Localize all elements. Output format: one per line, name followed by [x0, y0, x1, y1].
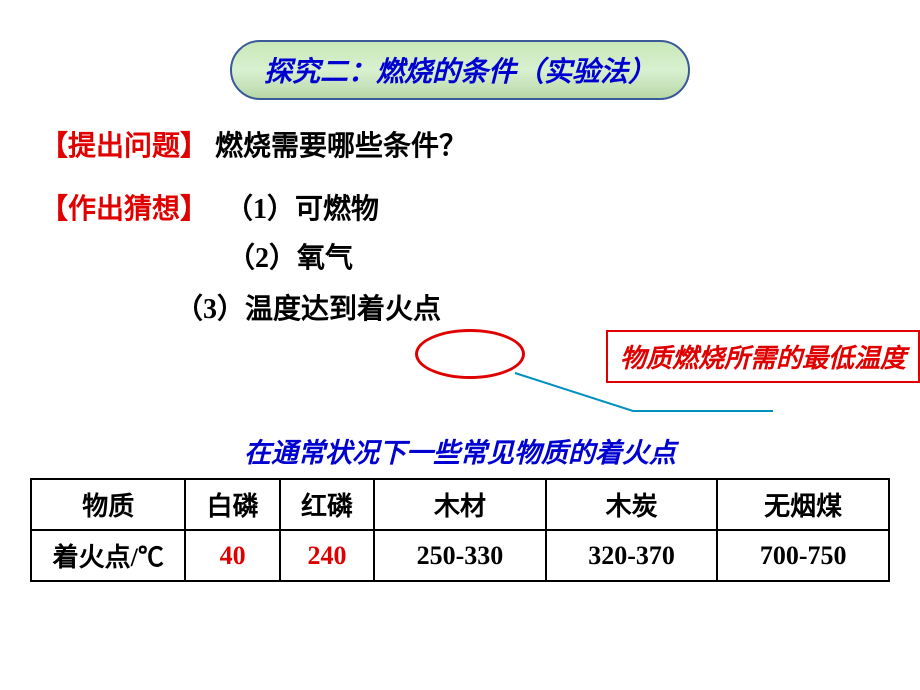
table-header-cell: 红磷: [280, 479, 374, 530]
title-box: 探究二：燃烧的条件（实验法）: [230, 40, 690, 100]
callout-text: 物质燃烧所需的最低温度: [620, 344, 906, 373]
table-row: 着火点/℃ 40 240 250-330 320-370 700-750: [31, 530, 889, 581]
table-caption: 在通常状况下一些常见物质的着火点: [30, 431, 890, 470]
table-cell: 320-370: [546, 530, 718, 581]
table-cell: 40: [185, 530, 279, 581]
table-header-cell: 物质: [31, 479, 185, 530]
hypothesis-list: （2）氧气 （3）温度达到着火点: [205, 233, 890, 337]
hypothesis-item-3: （3）温度达到着火点: [175, 284, 890, 336]
table-header-cell: 木材: [374, 479, 546, 530]
table-cell: 240: [280, 530, 374, 581]
table-row-label: 着火点/℃: [31, 530, 185, 581]
hypothesis-item-2: （2）氧气: [227, 233, 890, 285]
hypothesis-label: 【作出猜想】: [40, 194, 208, 225]
hypothesis-row: 【作出猜想】 （1）可燃物: [40, 188, 890, 233]
question-label: 【提出问题】: [40, 131, 208, 162]
table-header-cell: 白磷: [185, 479, 279, 530]
question-row: 【提出问题】 燃烧需要哪些条件？: [40, 125, 890, 170]
table-header-cell: 木炭: [546, 479, 718, 530]
table-header-cell: 无烟煤: [717, 479, 889, 530]
hypothesis-item-1: （1）可燃物: [225, 194, 379, 225]
title-text: 探究二：燃烧的条件（实验法）: [264, 57, 656, 88]
table-row: 物质 白磷 红磷 木材 木炭 无烟煤: [31, 479, 889, 530]
table-cell: 250-330: [374, 530, 546, 581]
question-text: 燃烧需要哪些条件？: [215, 131, 467, 162]
table-cell: 700-750: [717, 530, 889, 581]
highlight-circle: [415, 329, 525, 379]
ignition-table: 物质 白磷 红磷 木材 木炭 无烟煤 着火点/℃ 40 240 250-330 …: [30, 478, 890, 582]
callout-box: 物质燃烧所需的最低温度: [606, 330, 920, 383]
